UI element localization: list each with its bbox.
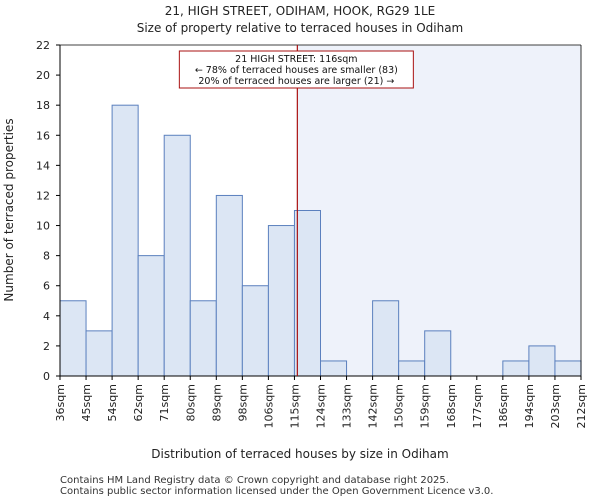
- bar-45sqm: [85, 330, 113, 377]
- chart-title: 21, HIGH STREET, ODIHAM, HOOK, RG29 1LE: [165, 4, 435, 18]
- plot-area: 0 2 4 6 8 10 12 14 16 18 20 22 36sqm 45sqm 54sqm 62sqm 7…: [36, 39, 588, 428]
- bar-62sqm: [137, 255, 165, 377]
- bar-194sqm: [528, 345, 556, 377]
- x-tick-label-177sqm: 177sqm: [471, 384, 484, 428]
- bar-115sqm: [293, 210, 322, 377]
- x-tick-label-194sqm: 194sqm: [523, 384, 536, 428]
- annotation-line-3: 20% of terraced houses are larger (21) →: [198, 76, 394, 87]
- x-tick-label-142sqm: 142sqm: [367, 384, 380, 428]
- chart-subtitle: Size of property relative to terraced ho…: [137, 21, 464, 35]
- y-tick-label-14: 14: [36, 159, 50, 172]
- y-tick-label-18: 18: [36, 99, 50, 112]
- x-tick-label-106sqm: 106sqm: [262, 384, 275, 428]
- x-tick-label-133sqm: 133sqm: [341, 384, 354, 428]
- bar-142sqm: [372, 300, 400, 377]
- x-tick-label-168sqm: 168sqm: [445, 384, 458, 428]
- bar-89sqm: [215, 194, 243, 377]
- y-axis-label: Number of terraced properties: [2, 118, 16, 301]
- bar-98sqm: [241, 285, 269, 377]
- bar-80sqm: [189, 300, 217, 377]
- y-tick-label-12: 12: [36, 189, 50, 202]
- annotation-line-2: ← 78% of terraced houses are smaller (83…: [195, 65, 398, 76]
- bar-150sqm: [398, 360, 426, 377]
- y-tick-label-16: 16: [36, 129, 50, 142]
- bar-186sqm: [502, 360, 530, 377]
- x-tick-label-71sqm: 71sqm: [158, 384, 171, 421]
- bar-36sqm: [59, 300, 87, 377]
- x-tick-label-115sqm: 115sqm: [288, 384, 301, 428]
- x-tick-label-89sqm: 89sqm: [210, 384, 223, 421]
- x-axis-label: Distribution of terraced houses by size …: [151, 447, 448, 461]
- x-tick-label-36sqm: 36sqm: [54, 384, 67, 421]
- y-tick-label-10: 10: [36, 220, 50, 233]
- footer-line-1: Contains HM Land Registry data © Crown c…: [60, 475, 449, 486]
- y-tick-label-0: 0: [43, 370, 50, 383]
- bar-54sqm: [111, 104, 139, 377]
- bar-106sqm: [267, 225, 295, 377]
- footer-line-2: Contains public sector information licen…: [60, 486, 493, 497]
- x-tick-label-186sqm: 186sqm: [497, 384, 510, 428]
- x-tick-label-54sqm: 54sqm: [106, 384, 119, 421]
- y-tick-label-4: 4: [43, 310, 50, 323]
- x-tick-label-45sqm: 45sqm: [80, 384, 93, 421]
- x-tick-label-80sqm: 80sqm: [184, 384, 197, 421]
- bar-71sqm: [163, 134, 191, 377]
- highlight-region: [297, 45, 581, 376]
- annotation-line-1: 21 HIGH STREET: 116sqm: [235, 54, 357, 65]
- bar-159sqm: [424, 330, 452, 377]
- bar-124sqm: [320, 360, 348, 377]
- y-tick-label-22: 22: [36, 39, 50, 52]
- x-tick-label-203sqm: 203sqm: [549, 384, 562, 428]
- x-tick-label-159sqm: 159sqm: [419, 384, 432, 428]
- x-tick-label-62sqm: 62sqm: [132, 384, 145, 421]
- bar-203sqm: [554, 360, 582, 377]
- x-tick-label-98sqm: 98sqm: [236, 384, 249, 421]
- y-tick-label-20: 20: [36, 69, 50, 82]
- x-tick-label-150sqm: 150sqm: [393, 384, 406, 428]
- x-tick-label-212sqm: 212sqm: [575, 384, 588, 428]
- y-tick-label-8: 8: [43, 250, 50, 263]
- y-tick-label-6: 6: [43, 280, 50, 293]
- x-tick-label-124sqm: 124sqm: [315, 384, 328, 428]
- y-tick-label-2: 2: [43, 340, 50, 353]
- annotation-box: [178, 50, 414, 89]
